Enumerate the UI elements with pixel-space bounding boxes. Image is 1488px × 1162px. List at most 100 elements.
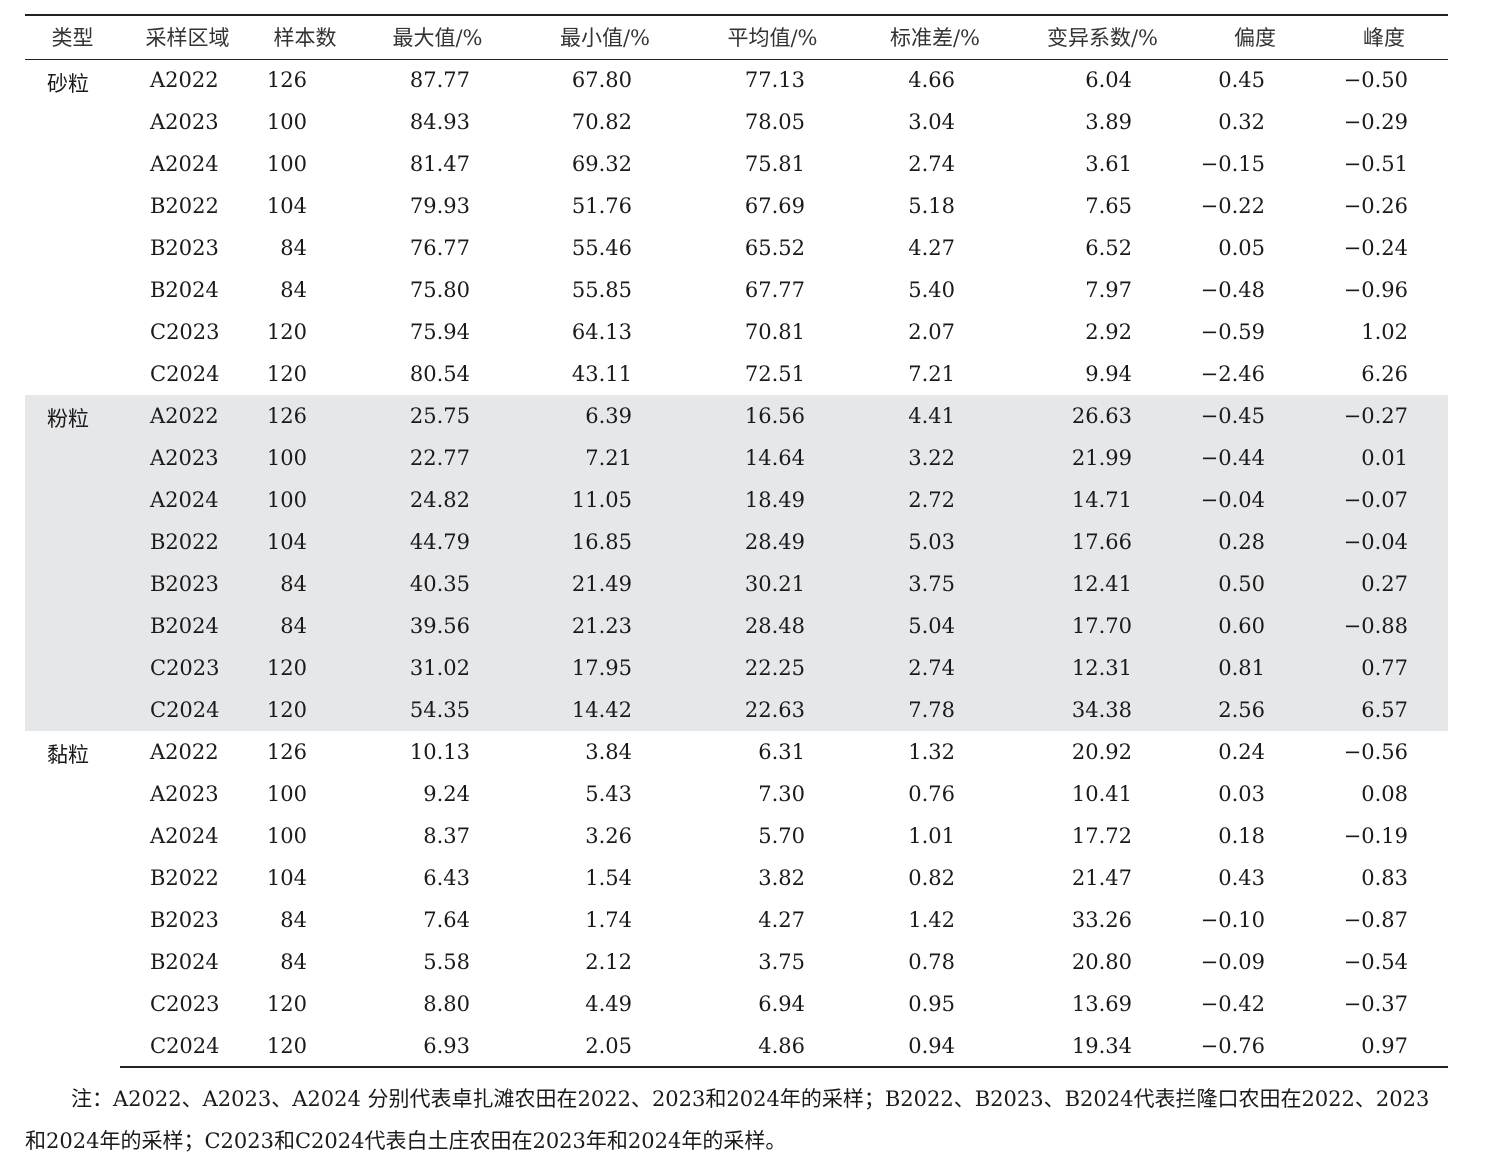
region-cell: C2024 bbox=[120, 689, 255, 731]
value-cell: 100 bbox=[255, 479, 355, 521]
value-cell: 21.47 bbox=[1071, 866, 1132, 890]
table-row: 黏粒 A2022 126 10.13 3.84 6.31 1.32 20.92 0.24 −0.5… bbox=[25, 731, 1448, 773]
value-cell: 1.32 bbox=[908, 740, 955, 764]
value-cell: 81.47 bbox=[409, 152, 470, 176]
value-cell: 84 bbox=[280, 236, 307, 260]
table-row: B2023 84 40.35 21.49 30.21 3.75 12.41 0.50 0.27 bbox=[25, 563, 1448, 605]
value-cell: 2.92 bbox=[1085, 320, 1132, 344]
region-cell: B2022 bbox=[150, 866, 219, 890]
column-header: 平均值/% bbox=[690, 14, 855, 60]
value-cell: 80.54 bbox=[409, 362, 470, 386]
value-cell: 79.93 bbox=[409, 194, 470, 218]
value-cell: 3.04 bbox=[908, 110, 955, 134]
value-cell: 0.24 bbox=[1218, 740, 1265, 764]
value-cell: 100 bbox=[255, 437, 355, 479]
value-cell: 9.24 bbox=[423, 782, 470, 806]
value-cell: 0.18 bbox=[1218, 824, 1265, 848]
value-cell: 14.64 bbox=[690, 437, 855, 479]
region-cell: B2023 bbox=[150, 908, 219, 932]
value-cell: 0.05 bbox=[1218, 236, 1265, 260]
value-cell: 1.74 bbox=[585, 908, 632, 932]
value-cell: 11.05 bbox=[520, 479, 690, 521]
type-cell: 粉粒 bbox=[25, 395, 120, 731]
value-cell: 25.75 bbox=[355, 395, 520, 437]
value-cell: 26.63 bbox=[1015, 395, 1190, 437]
value-cell: 10.13 bbox=[409, 740, 470, 764]
value-cell: 6.57 bbox=[1320, 689, 1448, 731]
value-cell: 7.65 bbox=[1085, 194, 1132, 218]
table-row: B2024 84 39.56 21.23 28.48 5.04 17.70 0.60 −0.88 bbox=[25, 605, 1448, 647]
value-cell: 7.97 bbox=[1085, 278, 1132, 302]
table-row: C2023 120 75.94 64.13 70.81 2.07 2.92 −0.59 1.02 bbox=[25, 311, 1448, 353]
value-cell: 1.42 bbox=[908, 908, 955, 932]
table-note: 注：A2022、A2023、A2024 分别代表卓扎滩农田在2022、2023和… bbox=[25, 1087, 1430, 1153]
value-cell: 84 bbox=[255, 605, 355, 647]
value-cell: 4.41 bbox=[855, 395, 1015, 437]
value-cell: 0.08 bbox=[1361, 782, 1408, 806]
column-header: 标准差/% bbox=[855, 14, 1015, 60]
value-cell: 76.77 bbox=[409, 236, 470, 260]
value-cell: 104 bbox=[266, 866, 307, 890]
value-cell: 7.78 bbox=[855, 689, 1015, 731]
value-cell: −0.51 bbox=[1343, 152, 1408, 176]
value-cell: −0.07 bbox=[1320, 479, 1448, 521]
value-cell: −0.15 bbox=[1200, 152, 1265, 176]
value-cell: 6.39 bbox=[520, 395, 690, 437]
value-cell: −0.04 bbox=[1190, 479, 1320, 521]
value-cell: 84 bbox=[255, 563, 355, 605]
value-cell: 0.45 bbox=[1218, 68, 1265, 93]
table-row: A2023 100 9.24 5.43 7.30 0.76 10.41 0.03 0.08 bbox=[25, 773, 1448, 815]
value-cell: 72.51 bbox=[744, 362, 805, 386]
value-cell: 0.28 bbox=[1190, 521, 1320, 563]
value-cell: 16.85 bbox=[520, 521, 690, 563]
value-cell: 16.56 bbox=[690, 395, 855, 437]
table-row: B2023 84 7.64 1.74 4.27 1.42 33.26 −0.10 −0.87 bbox=[25, 899, 1448, 941]
region-cell: C2024 bbox=[120, 1025, 255, 1068]
value-cell: 0.77 bbox=[1320, 647, 1448, 689]
table-row: B2024 84 75.80 55.85 67.77 5.40 7.97 −0.48 −0.96 bbox=[25, 269, 1448, 311]
value-cell: 22.63 bbox=[690, 689, 855, 731]
value-cell: 0.95 bbox=[908, 992, 955, 1016]
value-cell: 100 bbox=[266, 782, 307, 806]
value-cell: −0.27 bbox=[1320, 395, 1448, 437]
value-cell: 0.82 bbox=[908, 866, 955, 890]
region-cell: A2022 bbox=[150, 740, 219, 764]
value-cell: 84 bbox=[280, 950, 307, 974]
value-cell: 0.43 bbox=[1218, 866, 1265, 890]
value-cell: 67.77 bbox=[744, 278, 805, 302]
value-cell: 126 bbox=[266, 68, 307, 93]
value-cell: −0.56 bbox=[1343, 740, 1408, 764]
value-cell: 75.81 bbox=[744, 152, 805, 176]
region-cell: B2022 bbox=[120, 521, 255, 563]
value-cell: 40.35 bbox=[355, 563, 520, 605]
value-cell: 3.89 bbox=[1085, 110, 1132, 134]
value-cell: 0.83 bbox=[1361, 866, 1408, 890]
value-cell: −0.59 bbox=[1200, 320, 1265, 344]
table-row: A2023 100 22.77 7.21 14.64 3.22 21.99 −0.44 0.01 bbox=[25, 437, 1448, 479]
value-cell: 100 bbox=[266, 824, 307, 848]
table-row: B2024 84 5.58 2.12 3.75 0.78 20.80 −0.09 −0.54 bbox=[25, 941, 1448, 983]
value-cell: 0.50 bbox=[1190, 563, 1320, 605]
value-cell: 55.85 bbox=[571, 278, 632, 302]
value-cell: 17.95 bbox=[520, 647, 690, 689]
value-cell: 21.49 bbox=[520, 563, 690, 605]
value-cell: 78.05 bbox=[744, 110, 805, 134]
value-cell: 6.26 bbox=[1361, 362, 1408, 386]
value-cell: −0.48 bbox=[1200, 278, 1265, 302]
value-cell: 64.13 bbox=[571, 320, 632, 344]
value-cell: 65.52 bbox=[744, 236, 805, 260]
value-cell: 2.74 bbox=[908, 152, 955, 176]
value-cell: 33.26 bbox=[1071, 908, 1132, 932]
value-cell: 7.21 bbox=[908, 362, 955, 386]
value-cell: 84 bbox=[280, 908, 307, 932]
value-cell: 70.81 bbox=[744, 320, 805, 344]
value-cell: 0.97 bbox=[1320, 1025, 1448, 1068]
region-cell: B2023 bbox=[120, 563, 255, 605]
value-cell: −0.45 bbox=[1190, 395, 1320, 437]
table-row: A2024 100 24.82 11.05 18.49 2.72 14.71 −0.04 −0.… bbox=[25, 479, 1448, 521]
value-cell: 120 bbox=[266, 362, 307, 386]
table-row: C2023 120 8.80 4.49 6.94 0.95 13.69 −0.42 −0.37 bbox=[25, 983, 1448, 1025]
value-cell: 17.66 bbox=[1015, 521, 1190, 563]
value-cell: 75.80 bbox=[409, 278, 470, 302]
value-cell: 100 bbox=[266, 152, 307, 176]
